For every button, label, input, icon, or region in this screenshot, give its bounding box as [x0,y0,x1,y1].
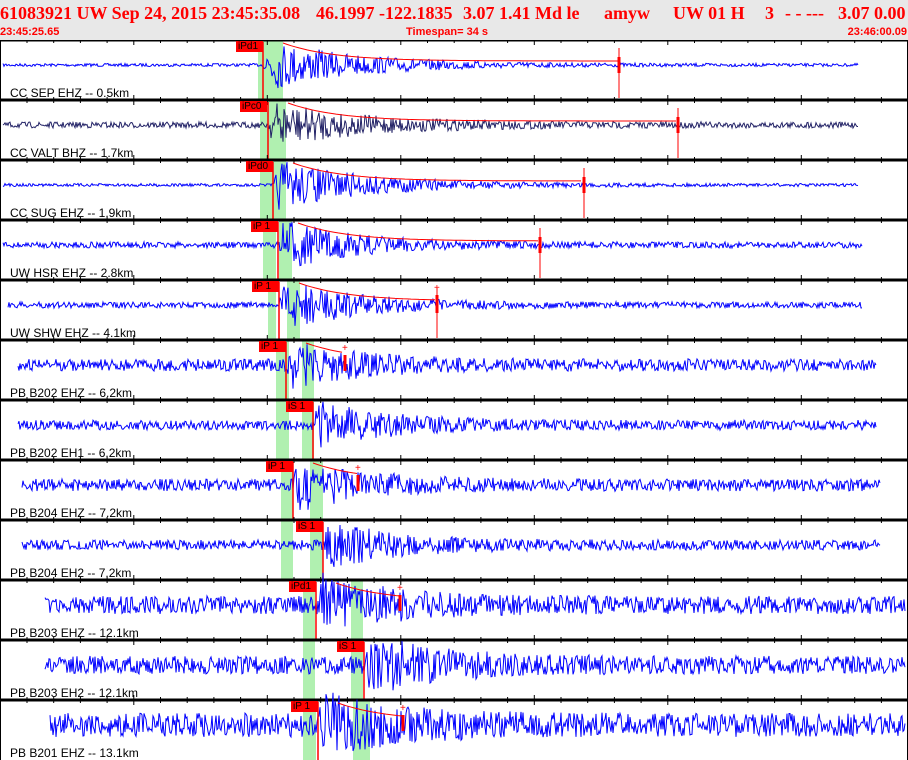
pick-label[interactable]: iP 1 [252,281,279,292]
waveform [2,162,859,210]
coda-curve [298,282,436,301]
waveform [7,285,863,326]
station-label: PB B202 EH1 -- 6.2km [10,446,132,460]
coda-curve [282,42,619,62]
coda-curve [337,702,403,717]
waveform [49,692,906,752]
plus-icon: + [434,283,440,294]
pick-label[interactable]: iPd1 [289,581,316,592]
station-label: CC SEP EHZ -- 0.5km [10,86,130,100]
pick-label[interactable]: iP 1 [251,221,278,232]
pick-label[interactable]: iS 1 [337,641,364,652]
coda-curve [287,102,676,122]
waveform [21,524,881,568]
event-dashes: - - --- [785,3,824,23]
pick-label[interactable]: iPd1 [236,41,263,52]
pick-window [281,461,293,520]
station-label: PB B203 EH2 -- 12.1km [10,686,139,700]
pick-label[interactable]: iS 1 [296,521,323,532]
plus-icon: + [355,463,361,474]
plus-icon: + [397,583,403,594]
pick-window [268,281,276,340]
pick-label[interactable]: iS 1 [286,401,313,412]
plus-icon: + [400,703,406,714]
coda-end-bar [617,57,621,73]
pick-label[interactable]: iP 1 [259,341,286,352]
event-magnitude: 3.07 1.41 Md le [463,3,580,23]
pick-label[interactable]: iPc0 [240,101,267,112]
coda-end-bar [538,237,542,253]
event-count: 3 [765,3,774,23]
pick-window [310,521,323,580]
station-label: CC VALT BHZ -- 1.7km [10,146,134,160]
coda-end-bar [582,177,586,193]
coda-end-bar [676,117,680,133]
station-label: CC SUG EHZ -- 1.9km [10,206,132,220]
station-label: PB B203 EHZ -- 12.1km [10,626,139,640]
analyst: amyw [604,3,650,23]
pick-label[interactable]: iPd0 [246,161,273,172]
waveform [17,344,877,389]
trace-panels[interactable]: + + + + + [0,40,908,760]
waveform [17,401,877,448]
coda-curve [335,582,401,597]
amplitude-marker [343,355,347,371]
pick-window [281,521,293,580]
pick-window [303,581,315,640]
plus-icon: + [342,343,348,354]
coda-curve [292,162,581,182]
waveform [21,468,881,510]
station-label: UW HSR EHZ -- 2.8km [10,266,134,280]
waveform [44,572,906,627]
amplitude-marker [435,295,439,311]
coda-curve [297,222,539,242]
pick-window [310,461,323,520]
pick-label[interactable]: iP 1 [291,701,318,712]
pick-window [351,641,363,700]
amplitude-marker [356,475,360,491]
station-label: PB B204 EHZ -- 7.2km [10,506,133,520]
waveform [2,103,858,142]
waveform [44,640,906,691]
station-label: PB B204 EH2 -- 7.2km [10,566,132,580]
header-bar: 61083921 UW Sep 24, 2015 23:45:35.08 46.… [0,0,908,40]
start-time: 23:45:25.65 [0,26,60,38]
event-source: UW 01 H [673,3,745,23]
end-time: 23:46:00.09 [847,26,907,38]
pick-window [276,401,289,460]
coda-curve [312,462,358,474]
event-id-time: 61083921 UW Sep 24, 2015 23:45:35.08 [0,3,301,23]
waveform [2,222,863,267]
event-values: 3.07 0.00 [838,3,906,23]
event-location: 46.1997 -122.1835 [316,3,453,23]
timespan: Timespan= 34 s [406,26,489,38]
pick-window [263,221,276,280]
amplitude-marker [398,595,402,611]
station-label: PB B201 EHZ -- 13.1km [10,746,139,760]
pick-label[interactable]: iP 1 [266,461,293,472]
amplitude-marker [401,715,405,731]
station-label: UW SHW EHZ -- 4.1km [10,326,136,340]
station-label: PB B202 EHZ -- 6.2km [10,386,133,400]
waveform [2,46,859,89]
coda-curve [305,342,343,353]
